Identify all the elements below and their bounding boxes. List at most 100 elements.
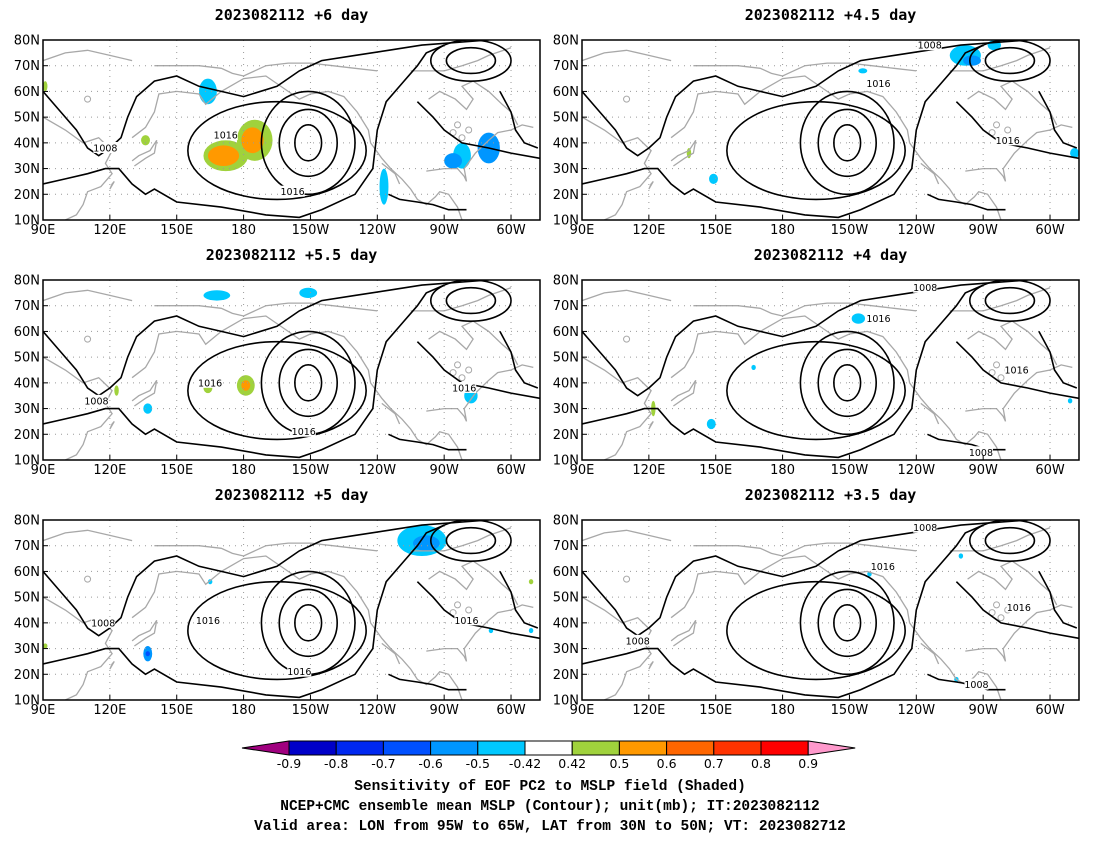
lat-tick-label: 30N bbox=[553, 402, 579, 417]
contour-label: 1016 bbox=[287, 667, 311, 678]
map-area: 1008 1016 1016 1016 bbox=[43, 280, 540, 460]
colorbar-box bbox=[571, 740, 620, 756]
coastline bbox=[670, 379, 697, 407]
pressure-contour bbox=[955, 581, 1079, 640]
lon-tick-label: 90W bbox=[429, 703, 459, 718]
contour-label: 1016 bbox=[866, 79, 890, 90]
figure-title-line-2: NCEP+CMC ensemble mean MSLP (Contour); u… bbox=[280, 799, 820, 815]
contour-label-bg bbox=[213, 129, 238, 141]
colorbar-tick-label: -0.7 bbox=[371, 756, 395, 771]
contour-label: 1008 bbox=[913, 523, 937, 534]
map-panel-4: 1008 1016 1016 1008 2023082112 +4 day 90E 120E… bbox=[553, 246, 1080, 478]
contour-label-bg bbox=[625, 634, 650, 646]
lat-tick-label: 30N bbox=[553, 162, 579, 177]
lon-tick-label: 90W bbox=[968, 223, 998, 238]
pressure-contour bbox=[927, 673, 1006, 691]
pressure-contour bbox=[726, 580, 906, 681]
contour-label: 1016 bbox=[996, 136, 1020, 147]
colorbar: -0.9 -0.8 -0.7 -0.6 -0.5 -0.42 0.42 0.5 0.6 0.7 0.… bbox=[241, 740, 856, 771]
lat-tick-label: 30N bbox=[14, 162, 40, 177]
lat-tick-label: 80N bbox=[553, 274, 579, 289]
pressure-contour bbox=[430, 520, 512, 562]
lon-tick-label: 150W bbox=[831, 223, 869, 238]
contour-label-bg bbox=[93, 142, 118, 153]
colorbar-tick-label: -0.5 bbox=[466, 756, 490, 771]
pressure-contour bbox=[187, 340, 367, 441]
lake-outline bbox=[465, 606, 473, 614]
contour-label-bg bbox=[198, 376, 223, 388]
pressure-contour bbox=[582, 284, 984, 459]
coastline bbox=[428, 320, 519, 366]
coastline bbox=[381, 162, 401, 185]
lat-tick-label: 70N bbox=[14, 299, 40, 314]
lon-tick-label: 60W bbox=[496, 463, 526, 478]
coastline bbox=[967, 320, 1058, 366]
lake-outline bbox=[465, 366, 473, 374]
map-frame bbox=[42, 279, 541, 461]
contour-label: 1008 bbox=[964, 680, 988, 691]
lake-outline bbox=[84, 575, 92, 583]
pressure-contour bbox=[388, 673, 467, 691]
coastline bbox=[949, 47, 1051, 72]
lon-tick-label: 180 bbox=[770, 223, 795, 238]
contour-label-bg bbox=[866, 312, 891, 324]
lon-tick-label: 150E bbox=[699, 703, 732, 718]
coastline bbox=[965, 604, 1073, 662]
colorbar-tick-label: 0.5 bbox=[609, 756, 629, 771]
shaded-region bbox=[114, 385, 119, 396]
lon-tick-label: 120W bbox=[358, 703, 396, 718]
lon-tick-label: 90W bbox=[429, 223, 459, 238]
contour-label: 1008 bbox=[91, 618, 115, 629]
pressure-contour bbox=[260, 570, 356, 676]
pressure-contour bbox=[1038, 91, 1078, 149]
lat-tick-label: 70N bbox=[14, 539, 40, 554]
lat-tick-label: 40N bbox=[14, 136, 40, 151]
lake-outline bbox=[575, 127, 581, 133]
shaded-region bbox=[528, 628, 534, 634]
contour-label-bg bbox=[1004, 364, 1029, 375]
pressure-contour bbox=[799, 90, 895, 196]
pressure-contour bbox=[582, 40, 1028, 157]
contour-label-bg bbox=[968, 446, 993, 458]
pressure-contour bbox=[278, 108, 338, 178]
coastline bbox=[109, 180, 115, 190]
lon-tick-label: 90E bbox=[31, 463, 56, 478]
pressure-contour bbox=[833, 364, 862, 402]
coastline bbox=[426, 364, 534, 422]
colorbar-tick-label: -0.6 bbox=[418, 756, 442, 771]
lake-outline bbox=[84, 335, 92, 343]
colorbar-box bbox=[430, 740, 479, 756]
lat-tick-label: 10N bbox=[553, 454, 579, 469]
pressure-contour bbox=[799, 330, 895, 436]
coastline bbox=[965, 364, 1073, 422]
pressure-contour bbox=[817, 588, 877, 658]
lat-tick-label: 50N bbox=[553, 351, 579, 366]
map-frame bbox=[42, 519, 541, 701]
lat-tick-label: 80N bbox=[14, 514, 40, 529]
shaded-region bbox=[299, 287, 318, 298]
map-frame bbox=[42, 39, 541, 221]
coastline bbox=[131, 379, 158, 407]
lake-outline bbox=[454, 121, 462, 129]
shaded-region bbox=[43, 81, 48, 92]
lat-tick-label: 60N bbox=[14, 325, 40, 340]
pressure-contour bbox=[927, 193, 1006, 211]
panel-title: 2023082112 +5.5 day bbox=[206, 246, 378, 264]
map-frame bbox=[581, 279, 1080, 461]
coastline bbox=[582, 289, 672, 302]
colorbar-box bbox=[477, 740, 526, 756]
contour-label-bg bbox=[964, 678, 989, 690]
panel-title: 2023082112 +4 day bbox=[754, 246, 908, 264]
lat-tick-label: 50N bbox=[14, 351, 40, 366]
lat-tick-label: 70N bbox=[553, 539, 579, 554]
coastline bbox=[154, 542, 378, 557]
contour-label: 1016 bbox=[292, 427, 316, 438]
pressure-contour bbox=[969, 40, 1051, 82]
lat-tick-label: 10N bbox=[14, 694, 40, 709]
lon-tick-label: 180 bbox=[231, 703, 256, 718]
contour-label-bg bbox=[870, 560, 895, 572]
pressure-contour bbox=[927, 433, 1006, 451]
lon-tick-label: 150E bbox=[160, 223, 193, 238]
coastline bbox=[43, 529, 133, 542]
pressure-contour bbox=[43, 280, 489, 397]
